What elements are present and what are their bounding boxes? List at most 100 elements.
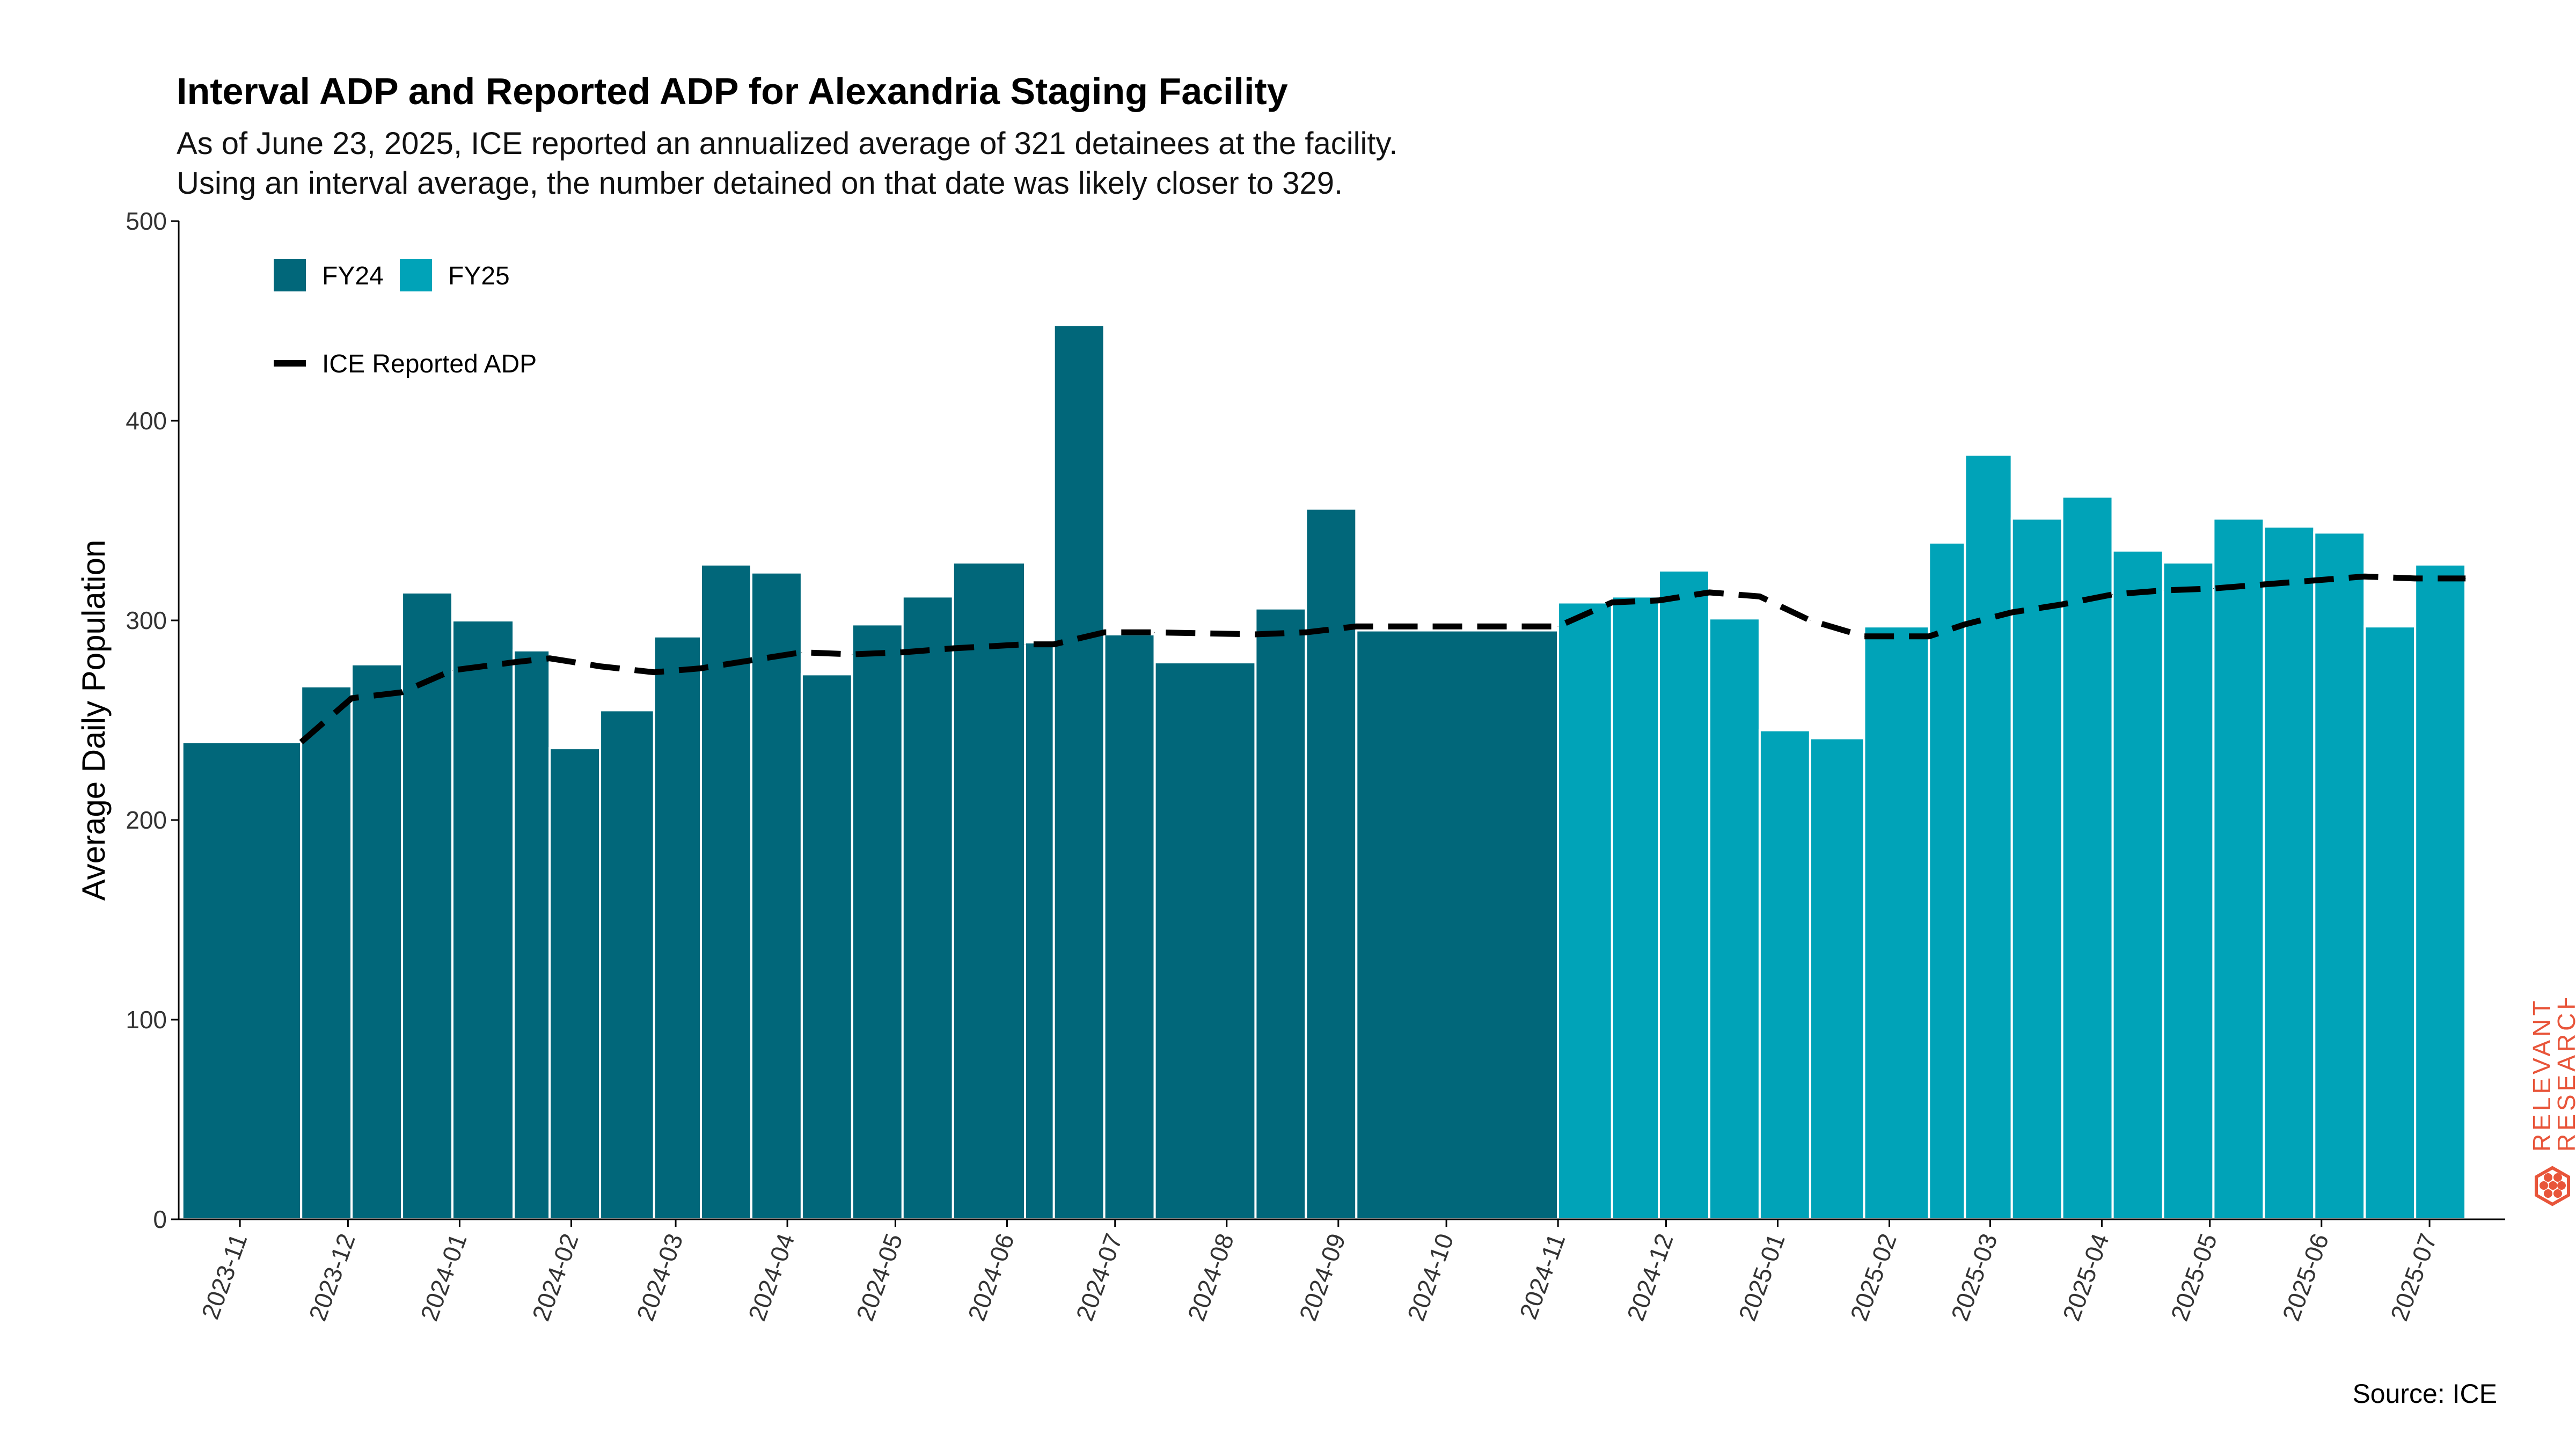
bar-fy24-19 (1254, 607, 1307, 1220)
y-tick-label-400: 400 (126, 407, 167, 435)
bar-fy24-14 (952, 561, 1027, 1220)
x-tick-label-2024-11: 2024-11 (1514, 1230, 1570, 1323)
bar-fy24-1 (300, 685, 353, 1221)
bar-fy24-0 (181, 741, 303, 1220)
x-tick-label-2024-05: 2024-05 (851, 1230, 908, 1324)
bar-fy24-20 (1305, 507, 1358, 1221)
x-tick-label-2025-04: 2025-04 (2057, 1230, 2114, 1324)
bars-layer (181, 324, 2467, 1221)
legend-label-fy25: FY25 (448, 262, 510, 290)
bar-fy25-1 (1611, 595, 1660, 1220)
reported-adp-point-20 (1356, 626, 1357, 627)
logo-hexagon-icon (2535, 1166, 2570, 1206)
bar-fy25-8 (1964, 453, 2013, 1221)
x-tick-label-2023-12: 2023-12 (303, 1230, 361, 1324)
bar-fy24-11 (800, 673, 853, 1220)
x-tick-label-2025-01: 2025-01 (1733, 1230, 1790, 1324)
logo-word-1: RESEARCH (2552, 998, 2576, 1152)
bar-fy25-4 (1758, 729, 1811, 1220)
reported-adp-point-12 (902, 652, 903, 653)
bar-fy24-6 (548, 747, 602, 1220)
chart-title: Interval ADP and Reported ADP for Alexan… (177, 70, 1288, 112)
bar-fy25-6 (1863, 625, 1930, 1220)
y-tick-label-0: 0 (153, 1205, 167, 1233)
y-axis-label: Average Daily Population (76, 540, 112, 901)
legend-swatch-fy24 (274, 259, 306, 291)
reported-adp-point-18 (1255, 634, 1256, 635)
reported-adp-point-35 (2213, 588, 2214, 589)
reported-adp-point-9 (751, 660, 752, 661)
reported-adp-point-10 (801, 652, 802, 653)
bar-fy25-15 (2313, 531, 2366, 1220)
bar-fy24-17 (1103, 633, 1156, 1220)
reported-adp-point-14 (1024, 644, 1026, 645)
x-tick-label-2024-04: 2024-04 (743, 1230, 800, 1324)
reported-adp-point-3 (452, 670, 453, 671)
reported-adp-point-6 (599, 666, 601, 667)
bar-fy25-16 (2363, 625, 2417, 1220)
reported-adp-point-37 (2314, 580, 2315, 581)
x-tick-label-2024-06: 2024-06 (962, 1230, 1020, 1324)
x-tick-label-2024-10: 2024-10 (1402, 1230, 1459, 1324)
legend-label-fy24: FY24 (322, 262, 384, 290)
x-tick-label-2025-07: 2025-07 (2385, 1230, 2442, 1324)
x-tick-label-2025-05: 2025-05 (2165, 1230, 2222, 1324)
bar-fy25-5 (1809, 737, 1865, 1220)
bar-fy25-0 (1557, 601, 1613, 1220)
reported-adp-point-21 (1457, 626, 1458, 627)
bar-fy24-21 (1355, 629, 1560, 1220)
reported-adp-point-15 (1053, 644, 1055, 645)
reported-adp-line-layer (299, 573, 2466, 745)
bar-fy24-15 (1024, 641, 1055, 1220)
reported-adp-point-39 (2414, 578, 2416, 579)
bar-fy25-2 (1658, 569, 1710, 1220)
legend: FY24 FY25 ICE Reported ADP (274, 259, 537, 378)
x-tick-label-2024-12: 2024-12 (1621, 1230, 1679, 1324)
bar-fy24-5 (513, 649, 551, 1220)
x-tick-label-2025-02: 2025-02 (1845, 1230, 1902, 1324)
bar-fy24-3 (401, 591, 453, 1220)
bar-fy24-2 (350, 663, 403, 1220)
reported-adp-point-17 (1154, 632, 1155, 633)
bar-fy25-7 (1928, 541, 1966, 1220)
reported-adp-point-33 (2112, 594, 2113, 595)
bar-fy25-3 (1708, 617, 1761, 1220)
x-tick-label-2024-09: 2024-09 (1294, 1230, 1351, 1324)
x-tick-label-2023-11: 2023-11 (196, 1230, 252, 1323)
bar-fy25-17 (2414, 563, 2467, 1220)
bar-fy25-13 (2212, 517, 2265, 1220)
source-note: Source: ICE (2352, 1379, 2497, 1409)
bar-fy24-18 (1153, 661, 1257, 1220)
x-tick-label-2025-06: 2025-06 (2277, 1230, 2334, 1324)
bar-fy24-4 (451, 619, 515, 1220)
y-tick-label-500: 500 (126, 207, 167, 235)
y-tick-label-200: 200 (126, 806, 167, 834)
y-tick-label-300: 300 (126, 606, 167, 634)
x-tick-label-2025-03: 2025-03 (1945, 1230, 2003, 1324)
x-tick-label-2024-03: 2024-03 (631, 1230, 689, 1324)
bar-fy25-12 (2162, 561, 2215, 1220)
legend-label-reported-adp: ICE Reported ADP (322, 350, 537, 378)
reported-adp-point-31 (2011, 612, 2012, 613)
bar-fy25-11 (2111, 549, 2164, 1220)
bar-fy25-9 (2010, 517, 2063, 1220)
x-tick-label-2024-02: 2024-02 (526, 1230, 584, 1324)
reported-adp-point-26 (1759, 596, 1760, 597)
bar-fy24-16 (1052, 324, 1106, 1220)
chart-subtitle-line-1: As of June 23, 2025, ICE reported an ann… (177, 126, 1398, 161)
chart-subtitle-line-2: Using an interval average, the number de… (177, 166, 1343, 201)
bar-fy24-7 (599, 709, 655, 1220)
bar-fy24-10 (750, 571, 803, 1220)
bar-fy24-8 (653, 635, 702, 1220)
legend-swatch-fy25 (400, 259, 432, 291)
reported-adp-point-40 (2465, 578, 2466, 579)
x-tick-label-2024-01: 2024-01 (415, 1230, 472, 1324)
bar-fy25-10 (2061, 495, 2114, 1220)
x-tick-label-2024-08: 2024-08 (1182, 1230, 1240, 1324)
bar-fy24-12 (851, 623, 904, 1220)
bar-fy24-13 (901, 595, 954, 1220)
x-tick-label-2024-07: 2024-07 (1070, 1230, 1128, 1324)
logo-word-0: RELEVANT (2528, 998, 2556, 1152)
